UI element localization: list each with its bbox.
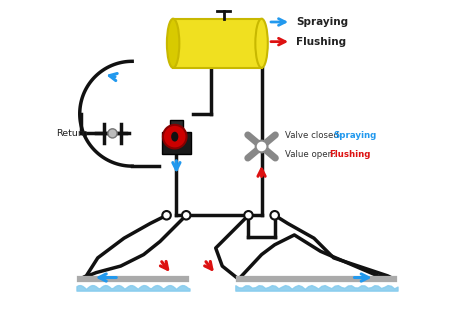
FancyBboxPatch shape	[173, 19, 262, 68]
Text: Flushing: Flushing	[296, 37, 346, 47]
Circle shape	[270, 211, 279, 219]
Ellipse shape	[255, 19, 268, 68]
Circle shape	[182, 211, 191, 219]
Circle shape	[108, 129, 117, 138]
Text: Return: Return	[56, 129, 88, 138]
Ellipse shape	[167, 19, 179, 68]
Text: Spraying: Spraying	[333, 131, 376, 139]
Circle shape	[163, 125, 187, 148]
FancyBboxPatch shape	[162, 132, 191, 154]
FancyBboxPatch shape	[170, 120, 183, 132]
Circle shape	[162, 211, 171, 219]
Text: Flushing: Flushing	[330, 150, 371, 159]
Ellipse shape	[171, 132, 178, 141]
Circle shape	[255, 140, 267, 152]
Text: Spraying: Spraying	[296, 17, 348, 27]
Text: Valve closed:: Valve closed:	[284, 131, 344, 139]
Circle shape	[244, 211, 253, 219]
Text: Value open:: Value open:	[284, 150, 338, 159]
